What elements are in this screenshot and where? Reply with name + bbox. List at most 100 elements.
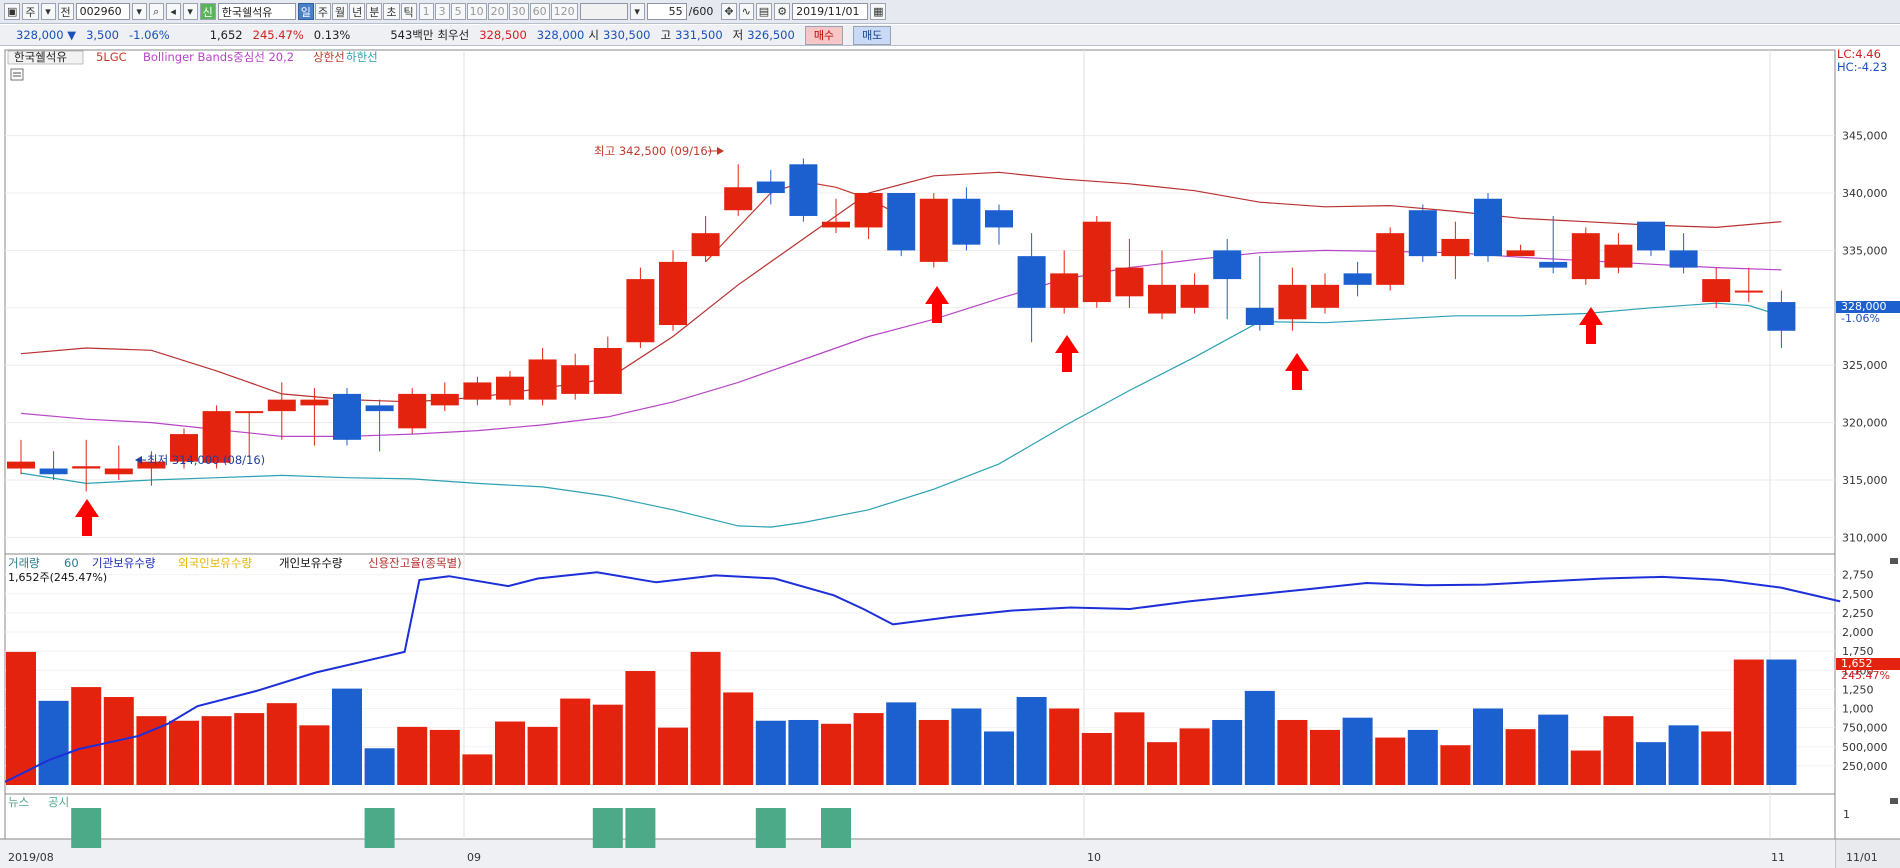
interval-1[interactable]: 1: [418, 3, 434, 20]
news-marker: [755, 808, 786, 848]
candle-body: [398, 393, 427, 429]
calendar-icon[interactable]: ▦: [870, 3, 887, 20]
stock-chart[interactable]: 345,000340,000335,000330,000325,000320,0…: [0, 46, 1900, 868]
candle-body: [887, 193, 916, 251]
all-button[interactable]: 전: [57, 3, 74, 20]
news-marker: [625, 808, 656, 848]
interval-5[interactable]: 5: [450, 3, 466, 20]
volume-axis-label: 2,250: [1842, 607, 1874, 620]
volume-bar: [71, 687, 102, 785]
interval-120[interactable]: 120: [550, 3, 578, 20]
legend-volume[interactable]: 거래량: [8, 556, 40, 570]
tab-tick[interactable]: 틱: [400, 3, 417, 20]
candle-body: [659, 261, 687, 326]
tab-minute[interactable]: 분: [366, 3, 383, 20]
volume-info: 1,652주(245.47%): [8, 571, 107, 584]
count-input[interactable]: 55: [646, 3, 687, 20]
volume-bar: [918, 719, 949, 785]
history-dropdown-icon[interactable]: ▾: [182, 3, 198, 20]
tab-year[interactable]: 년: [349, 3, 366, 20]
news-marker: [71, 808, 102, 848]
stock-flag-icon: 신: [199, 3, 216, 20]
interval-10[interactable]: 10: [466, 3, 487, 20]
high-price: 331,500: [675, 28, 723, 42]
tab-week[interactable]: 주: [314, 3, 332, 20]
interval-3[interactable]: 3: [434, 3, 450, 20]
tab-day[interactable]: 일: [297, 3, 314, 20]
candle-body: [952, 198, 981, 245]
volume-tag: 1,652 245.47%: [1836, 657, 1900, 682]
legend-volume-period: 60: [64, 556, 79, 570]
legend-bb-lower[interactable]: 하한선: [346, 50, 378, 64]
candle-body: [1082, 221, 1111, 303]
min-annotation: 최저 314,000 (08/16): [135, 453, 265, 467]
tab-month[interactable]: 월: [332, 3, 349, 20]
speaker-icon[interactable]: ◂: [165, 3, 181, 20]
interval-20[interactable]: 20: [487, 3, 508, 20]
volume-bar: [1277, 719, 1308, 785]
stock-code-input[interactable]: 002960: [75, 3, 130, 20]
sell-button[interactable]: 매도: [853, 25, 892, 45]
panel-collapse-icon[interactable]: [1890, 558, 1898, 564]
grid-toggle-icon[interactable]: [10, 68, 24, 81]
volume-value: 1,652: [209, 28, 243, 42]
interval-30[interactable]: 30: [508, 3, 529, 20]
volume-bar: [1310, 729, 1340, 785]
save-icon[interactable]: ▤: [755, 3, 773, 20]
buy-signal-arrow: [1579, 307, 1603, 344]
interval-tabs: 1 3 5 10 20 30 60 120: [418, 3, 578, 20]
candle-body: [561, 365, 590, 394]
volume-bar: [853, 713, 884, 785]
volume-bar: [690, 651, 721, 785]
candle-body: [1213, 250, 1242, 280]
legend-ma[interactable]: 5LGC: [96, 50, 127, 64]
window-icon[interactable]: ▣: [4, 3, 21, 20]
legend-credit[interactable]: 신용잔고율(종목별): [368, 556, 462, 570]
news-collapse-icon[interactable]: [1890, 798, 1898, 804]
date-input[interactable]: 2019/11/01: [792, 3, 869, 20]
price-tag-pct: -1.06%: [1841, 312, 1880, 325]
legend-news[interactable]: 뉴스: [8, 795, 29, 809]
interval-custom-input[interactable]: [579, 3, 628, 20]
legend-individual[interactable]: 개인보유수량: [279, 556, 343, 570]
market-button[interactable]: 주: [22, 3, 39, 20]
candle-body: [691, 233, 720, 257]
interval-dropdown-icon[interactable]: ▾: [629, 3, 645, 20]
volume-bar: [755, 720, 786, 785]
legend-institution[interactable]: 기관보유수량: [92, 556, 156, 570]
interval-60[interactable]: 60: [529, 3, 550, 20]
volume-axis-label: 2,000: [1842, 626, 1874, 639]
volume-bar: [821, 723, 851, 785]
open-price: 330,500: [602, 28, 651, 42]
code-dropdown-icon[interactable]: ▾: [131, 3, 147, 20]
volume-bar: [1375, 737, 1406, 785]
volume-bar: [723, 692, 754, 785]
legend-disclosure[interactable]: 공시: [48, 795, 69, 809]
volume-bar: [1244, 690, 1275, 785]
candle-body: [626, 279, 655, 343]
volume-bar: [429, 729, 460, 785]
legend-foreign[interactable]: 외국인보유수량: [178, 556, 252, 570]
signal-arrows: [75, 286, 1603, 536]
candle-body: [496, 376, 524, 400]
settings-icon[interactable]: ⚙: [774, 3, 791, 20]
date-axis: 2019/08 09 10 11 11/01: [8, 851, 1878, 864]
candle-body: [235, 411, 264, 414]
tab-second[interactable]: 초: [383, 3, 400, 20]
candle-body: [593, 347, 622, 394]
candle-body: [1474, 198, 1502, 257]
legend-bb-middle[interactable]: Bollinger Bands중심선 20,2: [143, 50, 294, 64]
legend-bb-upper[interactable]: 상한선: [313, 50, 345, 64]
candle-body: [1017, 256, 1046, 308]
indicator-icon[interactable]: ∿: [738, 3, 754, 20]
candle-body: [267, 399, 296, 412]
volume-bar: [462, 754, 493, 785]
volume-bar: [1212, 719, 1243, 785]
search-icon[interactable]: ⌕: [148, 3, 164, 20]
candle-body: [724, 187, 753, 211]
volume-axis-label: 1,750: [1842, 645, 1874, 658]
market-dropdown[interactable]: ▾: [40, 3, 56, 20]
buy-button[interactable]: 매수: [804, 25, 844, 45]
candle-body: [1311, 284, 1339, 308]
crosshair-icon[interactable]: ✥: [721, 3, 737, 20]
